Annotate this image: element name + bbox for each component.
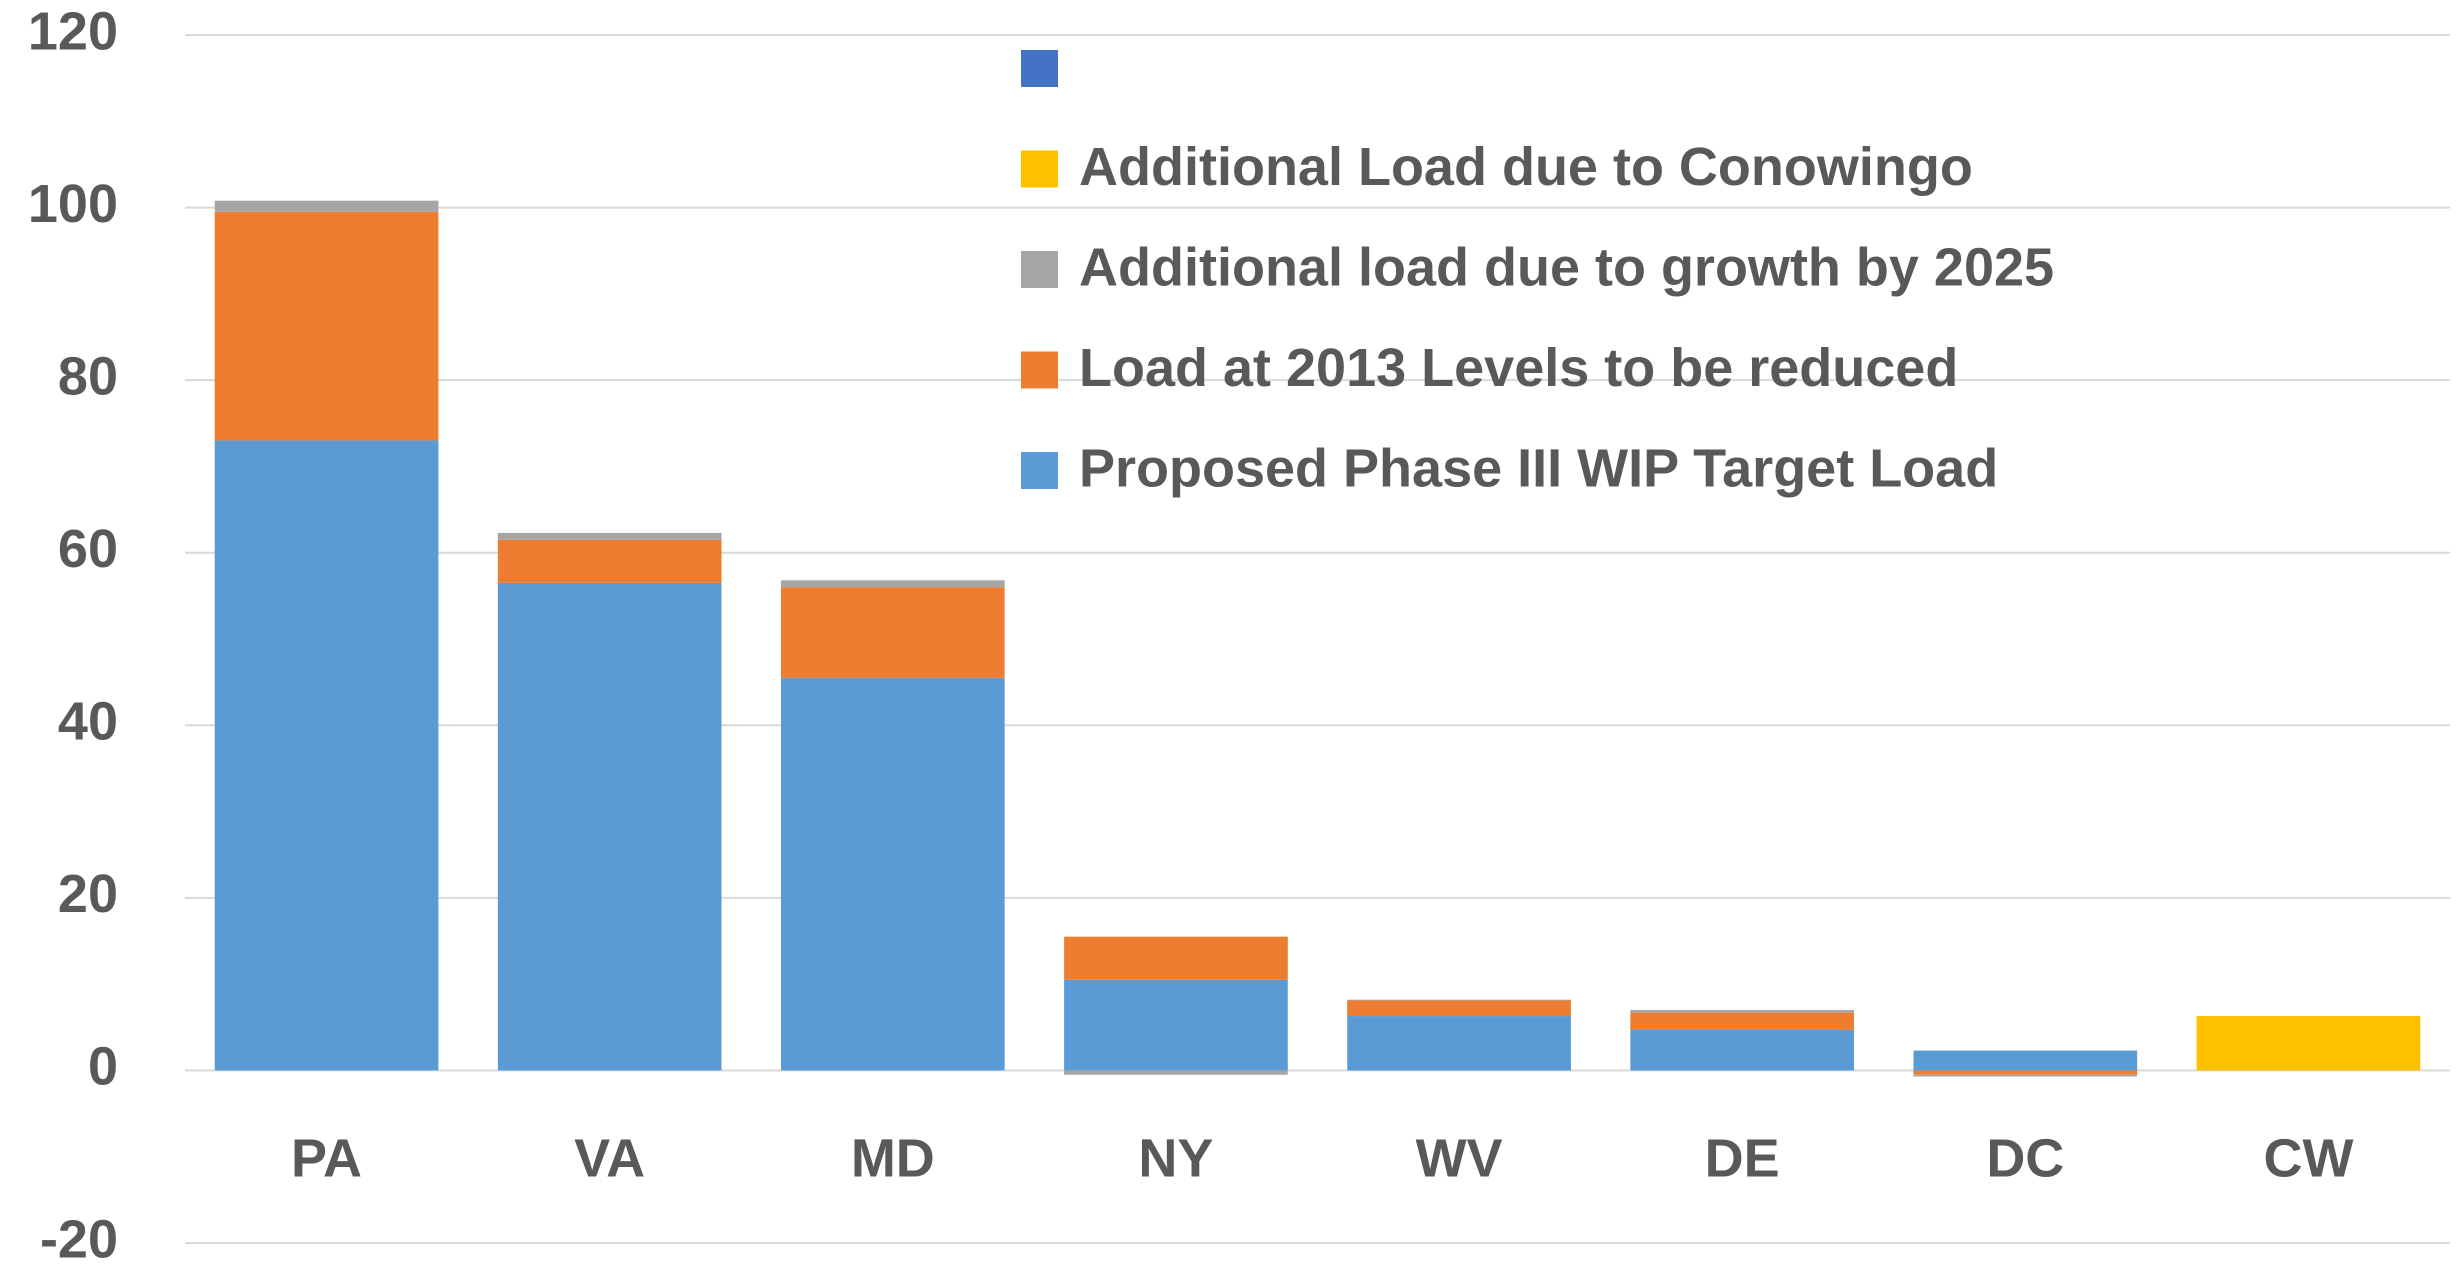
x-tick-label: WV	[1416, 1128, 1503, 1188]
bar-segment	[1630, 1010, 1855, 1013]
bar-segment	[780, 587, 1005, 678]
bar-segment	[214, 211, 439, 441]
y-tick-label: 100	[28, 174, 118, 234]
bar-segment	[1630, 1029, 1855, 1071]
bar-segment	[214, 440, 439, 1071]
legend-label: Additional Load due to Conowingo	[1079, 137, 1973, 197]
y-tick-label: 80	[58, 346, 118, 406]
bar-segment	[214, 200, 439, 212]
legend-swatch	[1021, 150, 1058, 188]
x-tick-label: NY	[1138, 1128, 1213, 1188]
bar-segment	[1347, 1000, 1571, 1017]
y-tick-label: 40	[58, 692, 118, 752]
bar-segment	[1064, 936, 1288, 980]
legend-label: Load at 2013 Levels to be reduced	[1079, 338, 1958, 398]
x-tick-label: DC	[1986, 1128, 2064, 1188]
x-tick-label: DE	[1705, 1128, 1780, 1188]
bar-segment	[497, 582, 722, 1071]
y-tick-label: -20	[40, 1209, 118, 1268]
y-tick-label: 0	[88, 1037, 118, 1097]
legend-swatch	[1021, 452, 1058, 489]
x-tick-label: PA	[291, 1128, 362, 1188]
legend-swatch	[1021, 251, 1058, 288]
bar-segment	[1913, 1074, 2138, 1077]
legend-label: Additional load due to growth by 2025	[1079, 237, 2054, 297]
y-tick-label: 60	[58, 519, 118, 579]
bar-segment	[1347, 1016, 1571, 1071]
bar-segment	[497, 532, 722, 540]
y-tick-label: 20	[58, 864, 118, 924]
bar-segment	[1913, 1070, 2138, 1075]
bar-segment	[1913, 1050, 2138, 1071]
x-tick-label: VA	[574, 1128, 645, 1188]
legend-swatch	[1021, 351, 1058, 389]
legend-swatch	[1021, 50, 1058, 87]
bar-segment	[1064, 979, 1288, 1071]
legend-label: Proposed Phase III WIP Target Load	[1079, 438, 1998, 498]
bar-segment	[2196, 1016, 2421, 1071]
x-tick-label: CW	[2263, 1128, 2353, 1188]
bar-segment	[780, 580, 1005, 588]
y-tick-label: 120	[28, 1, 118, 61]
bar-segment	[497, 539, 722, 583]
bar-segment	[1064, 1070, 1288, 1075]
bar-segment	[1347, 999, 1571, 1001]
bar-segment	[1630, 1012, 1855, 1030]
x-tick-label: MD	[851, 1128, 935, 1188]
bar-segment	[780, 677, 1005, 1071]
